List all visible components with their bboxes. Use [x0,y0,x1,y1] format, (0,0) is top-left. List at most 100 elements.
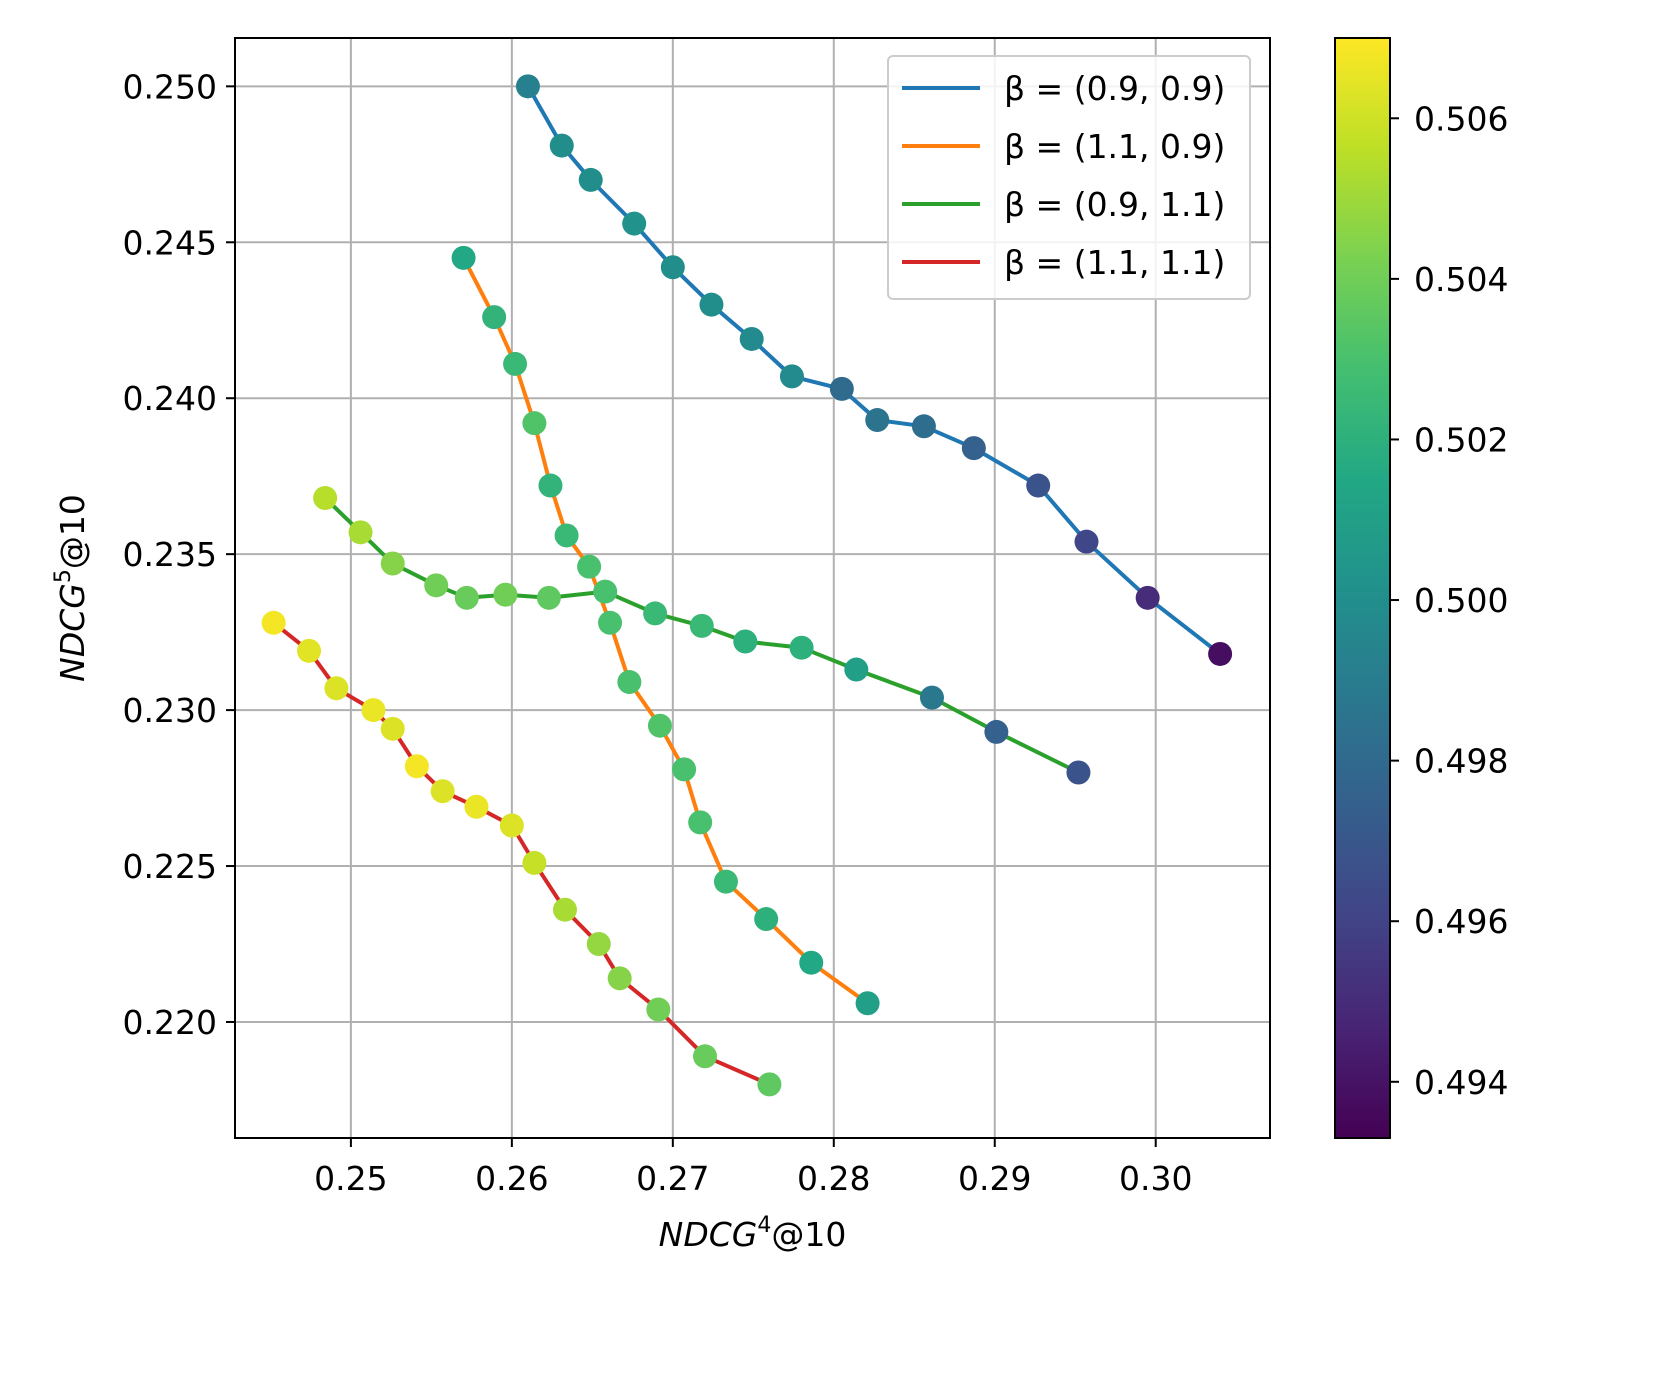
data-point [1135,585,1160,610]
data-point [757,1072,782,1097]
x-axis-ticks: 0.25 0.26 0.27 0.28 0.29 0.30 [314,1138,1192,1198]
data-point [961,436,986,461]
x-axis-label: NDCG4@10 [659,1213,847,1254]
data-point [313,486,338,511]
data-point [689,613,714,638]
y-axis-label: NDCG5@10 [51,494,92,682]
data-point [1208,641,1233,666]
data-point [622,211,647,236]
data-point [578,167,603,192]
data-point [297,638,322,663]
data-point [713,869,738,894]
data-point [672,757,697,782]
data-point [404,754,429,779]
data-point [829,376,854,401]
y-axis-ticks: 0.220 0.225 0.230 0.235 0.240 0.245 0.250 [123,67,235,1042]
data-point [643,601,668,626]
x-tick-label: 0.26 [475,1159,548,1198]
data-point [693,1044,718,1069]
data-point [430,779,455,804]
data-point [522,850,547,875]
data-point [855,991,880,1016]
legend-label: β = (0.9, 0.9) [1004,69,1225,108]
data-point [424,573,449,598]
data-point [919,685,944,710]
data-point [699,292,724,317]
legend-item: β = (0.9, 0.9) [902,69,1225,108]
data-point [522,411,547,436]
legend: β = (0.9, 0.9) β = (1.1, 0.9) β = (0.9, 1.… [887,55,1251,300]
data-point [647,713,672,738]
data-point [577,554,602,579]
y-tick-label: 0.230 [123,691,217,730]
data-point [552,897,577,922]
data-point [380,716,405,741]
y-tick-label: 0.240 [123,379,217,418]
colorbar-tick-label: 0.502 [1414,420,1508,459]
data-point [482,305,507,330]
data-point [660,255,685,280]
data-point [598,610,623,635]
data-point [536,585,561,610]
data-point [324,676,349,701]
data-point [733,629,758,654]
colorbar-tick-label: 0.496 [1414,902,1508,941]
x-tick-label: 0.30 [1119,1159,1192,1198]
colorbar-gradient [1334,37,1391,1139]
data-point [1074,529,1099,554]
legend-item: β = (0.9, 1.1) [902,185,1225,224]
plot-area: 0.25 0.26 0.27 0.28 0.29 0.30 0.220 0.225 0.230… [51,37,1271,1254]
data-point [499,813,524,838]
data-point [799,950,824,975]
data-point [515,74,540,99]
series-lines [272,85,1222,1087]
legend-box [887,55,1251,300]
colorbar: 0.494 0.496 0.498 0.500 0.502 0.504 0.506 [1334,37,1508,1139]
axes-frame [234,37,1271,1139]
x-tick-label: 0.27 [636,1159,709,1198]
data-point [464,794,489,819]
data-point [451,245,476,270]
y-tick-label: 0.220 [123,1003,217,1042]
data-point [789,635,814,660]
data-point [911,414,936,439]
colorbar-tick-label: 0.506 [1414,99,1508,138]
data-point [361,698,386,723]
colorbar-ticks: 0.494 0.496 0.498 0.500 0.502 0.504 0.506 [1390,99,1508,1102]
data-point [1066,760,1091,785]
data-point [688,810,713,835]
legend-label: β = (0.9, 1.1) [1004,185,1225,224]
legend-label: β = (1.1, 1.1) [1004,243,1225,282]
series-points [261,74,1233,1097]
y-tick-label: 0.225 [123,847,217,886]
data-point [503,351,528,376]
series-line-3 [272,621,771,1087]
data-point [984,719,1009,744]
x-tick-label: 0.25 [314,1159,387,1198]
data-point [865,408,890,433]
data-point [538,473,563,498]
colorbar-tick-label: 0.498 [1414,742,1508,781]
legend-items: β = (0.9, 0.9) β = (1.1, 0.9) β = (0.9, 1.… [902,69,1225,282]
data-point [844,657,869,682]
y-tick-label: 0.235 [123,535,217,574]
series-line-0 [526,85,1222,656]
colorbar-tick-label: 0.500 [1414,581,1508,620]
legend-item: β = (1.1, 0.9) [902,127,1225,166]
data-point [586,932,611,957]
series-line-1 [461,256,869,1005]
data-point [493,582,518,607]
data-point [549,133,574,158]
data-point [380,551,405,576]
data-point [261,610,286,635]
data-point [739,326,764,351]
data-point [454,585,479,610]
series-line-2 [323,496,1080,775]
x-tick-label: 0.28 [797,1159,870,1198]
data-point [779,364,804,389]
legend-item: β = (1.1, 1.1) [902,243,1225,282]
x-tick-label: 0.29 [958,1159,1031,1198]
data-point [348,520,373,545]
colorbar-tick-label: 0.494 [1414,1063,1508,1102]
